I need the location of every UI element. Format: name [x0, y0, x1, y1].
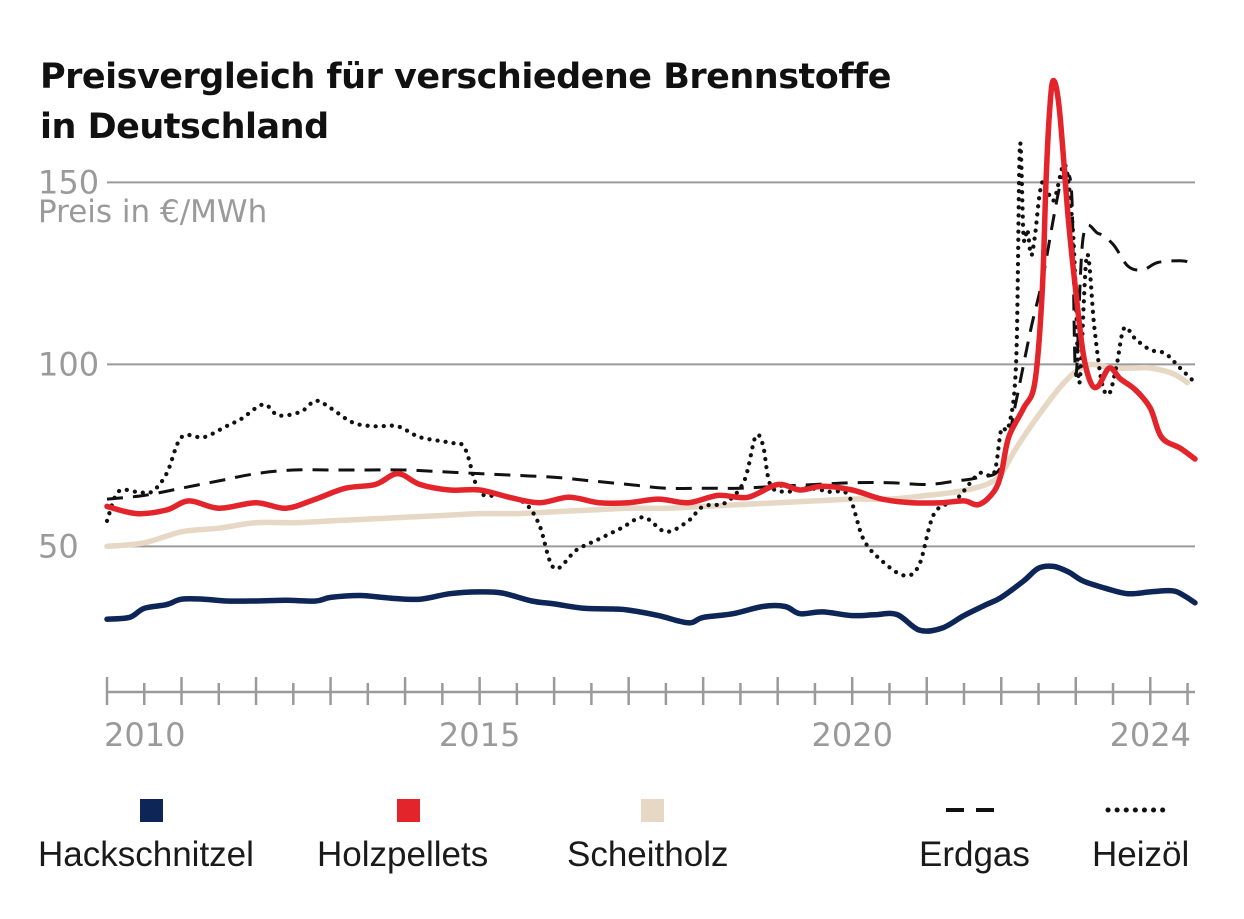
- legend-swatch-scheitholz: [641, 799, 664, 822]
- x-ticks: 2010 2015 2020 2024: [104, 677, 1191, 754]
- y-tick-label-100: 100: [38, 345, 99, 383]
- y-tick-labels: 50 100 150: [38, 163, 99, 565]
- legend-swatch-hackschnitzel: [140, 799, 163, 822]
- legend-label-scheitholz: Scheitholz: [567, 835, 728, 874]
- chart-title-line-1: Preisvergleich für verschiedene Brennsto…: [40, 57, 892, 97]
- chart-title-line-2: in Deutschland: [40, 107, 329, 147]
- series-line-erdgas: [106, 172, 1192, 501]
- y-axis-label: Preis in €/MWh: [38, 194, 267, 230]
- y-tick-label-150: 150: [38, 163, 99, 201]
- chart-title: Preisvergleich für verschiedene Brennsto…: [40, 52, 892, 152]
- series-lines: [104, 77, 1198, 634]
- x-tick-label-2015: 2015: [439, 716, 520, 754]
- x-tick-label-2010: 2010: [104, 716, 185, 754]
- legend-label-erdgas: Erdgas: [919, 835, 1030, 874]
- series-line-hackschnitzel: [104, 563, 1198, 634]
- legend: Hackschnitzel Holzpellets Scheitholz Erd…: [38, 799, 1189, 874]
- legend-label-holzpellets: Holzpellets: [317, 835, 488, 874]
- y-tick-label-50: 50: [38, 527, 79, 565]
- legend-swatch-holzpellets: [397, 799, 420, 822]
- x-tick-label-2020: 2020: [811, 716, 892, 754]
- x-tick-label-2024: 2024: [1110, 716, 1191, 754]
- legend-label-heizoel: Heizöl: [1092, 835, 1189, 874]
- series-line-holzpellets: [104, 77, 1198, 517]
- legend-label-hackschnitzel: Hackschnitzel: [38, 835, 254, 874]
- series-line-scheitholz: [104, 361, 1191, 550]
- gridlines: [107, 181, 1195, 548]
